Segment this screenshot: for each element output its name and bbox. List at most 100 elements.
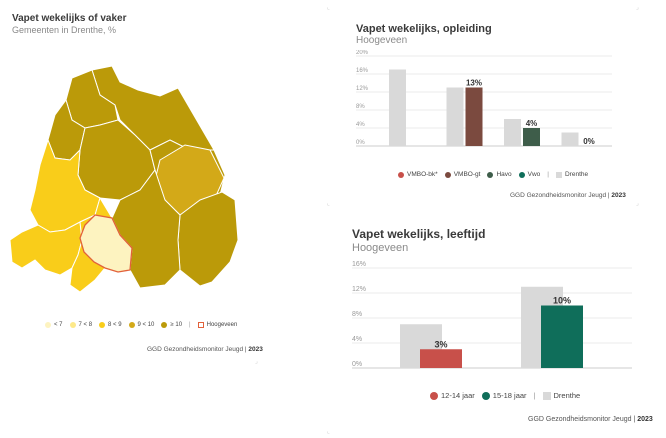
chart-legend-item: 15-18 jaar	[481, 391, 527, 400]
corner-mark-5: ⌟	[636, 201, 639, 207]
source-year: 2023	[637, 416, 653, 423]
legend-label: VMBO-gt	[453, 171, 481, 178]
hoogeveen-bar	[541, 305, 583, 368]
municipality-southwest-yellow[interactable]	[9, 221, 83, 276]
legend-dot-icon	[99, 322, 106, 328]
y-tick-label: 12%	[352, 286, 366, 293]
drenthe-bar	[389, 69, 406, 146]
legend-dot-icon	[398, 171, 404, 178]
chart1-source: GGD Gezondheidsmonitor Jeugd | 2023	[510, 192, 626, 199]
legend-dot-icon	[518, 171, 525, 178]
source-text: GGD Gezondheidsmonitor Jeugd	[510, 192, 607, 199]
legend-dot-icon	[161, 322, 168, 328]
value-label: 4%	[526, 119, 538, 128]
y-tick-label: 0%	[352, 361, 362, 368]
corner-mark-4: ⌞	[327, 201, 330, 207]
source-text: GGD Gezondheidsmonitor Jeugd	[528, 416, 632, 423]
chart1-panel: Vapet wekelijks, opleiding Hoogeveen 0% 4…	[340, 10, 630, 200]
map-legend-item: 8 < 9	[99, 322, 122, 328]
chart-legend-item: VMBO-gt	[444, 171, 481, 178]
hoogeveen-municipality[interactable]	[79, 214, 133, 273]
legend-label: VMBO-bk*	[407, 171, 438, 178]
legend-label: Hoogeveen	[206, 322, 238, 328]
y-tick-label: 16%	[356, 68, 369, 74]
drenthe-map	[9, 65, 239, 293]
chart-legend-item: Vwo	[518, 171, 541, 178]
map-legend-item: < 7	[45, 322, 63, 328]
legend-label: 8 < 9	[108, 322, 122, 328]
legend-separator: |	[547, 171, 549, 178]
y-tick-label: 4%	[356, 122, 365, 128]
legend-label: < 7	[54, 322, 63, 328]
chart-legend-item: 12-14 jaar	[430, 391, 475, 400]
drenthe-bar	[446, 87, 464, 146]
legend-dot-icon	[487, 171, 494, 178]
value-label: 3%	[434, 339, 447, 349]
y-tick-label: 8%	[352, 311, 362, 318]
chart2-subtitle: Hoogeveen	[352, 242, 409, 254]
chart2-legend: 12-14 jaar 15-18 jaar | Drenthe	[430, 391, 587, 400]
source-text: GGD Gezondheidsmonitor Jeugd	[147, 346, 244, 353]
drenthe-bar	[561, 132, 579, 146]
legend-label: ≥ 10	[170, 322, 183, 328]
corner-mark-3: ⌟	[636, 5, 639, 11]
chart1-legend: VMBO-bk* VMBO-gt Havo Vwo | Drenthe	[398, 171, 595, 178]
legend-label: 15-18 jaar	[492, 391, 527, 400]
map-source: GGD Gezondheidsmonitor Jeugd | 2023	[147, 346, 263, 353]
legend-item-hoogeveen: Hoogeveen	[197, 322, 238, 328]
drenthe-swatch	[542, 391, 551, 400]
value-label: 0%	[583, 137, 595, 146]
legend-dot-icon	[444, 171, 451, 178]
legend-item-drenthe: Drenthe	[542, 391, 581, 400]
legend-item-drenthe: Drenthe	[555, 171, 589, 178]
y-tick-label: 12%	[356, 86, 369, 92]
value-label: 13%	[466, 79, 482, 88]
y-tick-label: 8%	[356, 104, 365, 110]
map-legend-item: 9 < 10	[128, 322, 155, 328]
legend-separator: |	[533, 391, 536, 400]
y-tick-label: 4%	[352, 336, 362, 343]
legend-dot-icon	[128, 322, 135, 328]
legend-label: 9 < 10	[137, 322, 155, 328]
chart-legend-item: Havo	[487, 171, 512, 178]
legend-label: 12-14 jaar	[441, 391, 475, 400]
hoogeveen-bar	[420, 349, 462, 368]
legend-separator: |	[189, 322, 191, 328]
legend-label: Drenthe	[553, 391, 581, 400]
chart1-subtitle: Hoogeveen	[356, 35, 408, 46]
y-tick-label: 16%	[352, 261, 366, 268]
legend-dot-icon	[45, 322, 51, 328]
value-label: 10%	[553, 296, 571, 306]
chart1-title: Vapet wekelijks, opleiding	[356, 23, 492, 35]
map-legend-item: 7 < 8	[69, 322, 93, 328]
corner-mark-2: ⌞	[327, 5, 330, 11]
hoogeveen-bar	[465, 87, 483, 146]
map-panel: Vapet wekelijks of vaker Gemeenten in Dr…	[0, 0, 263, 365]
map-subtitle: Gemeenten in Drenthe, %	[12, 25, 117, 35]
legend-label: 7 < 8	[78, 322, 93, 328]
chart2-title: Vapet wekelijks, leeftijd	[352, 227, 486, 241]
legend-dot-icon	[430, 391, 438, 400]
legend-dot-icon	[481, 391, 490, 400]
source-year: 2023	[611, 192, 626, 199]
y-tick-label: 0%	[356, 140, 365, 146]
corner-mark-6: ⌞	[327, 429, 330, 435]
hoogeveen-bar	[523, 128, 540, 146]
chart1-bar-chart: 0% 4% 8% 12% 16% 20% 13% 4% 0%	[356, 50, 612, 147]
map-legend-item: ≥ 10	[161, 322, 182, 328]
legend-label: Vwo	[527, 171, 541, 178]
chart2-source: GGD Gezondheidsmonitor Jeugd | 2023	[528, 416, 653, 423]
drenthe-swatch	[555, 171, 562, 178]
source-year: 2023	[248, 346, 263, 353]
legend-label: Havo	[496, 171, 512, 178]
drenthe-bar	[504, 119, 521, 146]
hoogeveen-swatch	[197, 322, 204, 328]
map-legend: < 7 7 < 8 8 < 9 9 < 10 ≥ 10 | Hoogeveen	[45, 322, 244, 328]
legend-label: Drenthe	[564, 171, 589, 178]
y-tick-label: 20%	[356, 50, 369, 56]
legend-dot-icon	[69, 322, 76, 328]
chart2-panel: Vapet wekelijks, leeftijd Hoogeveen 0% 4%…	[340, 212, 653, 434]
corner-mark-1: ⌟	[255, 359, 258, 365]
chart-legend-item: VMBO-bk*	[398, 171, 438, 178]
map-title: Vapet wekelijks of vaker	[12, 13, 127, 24]
